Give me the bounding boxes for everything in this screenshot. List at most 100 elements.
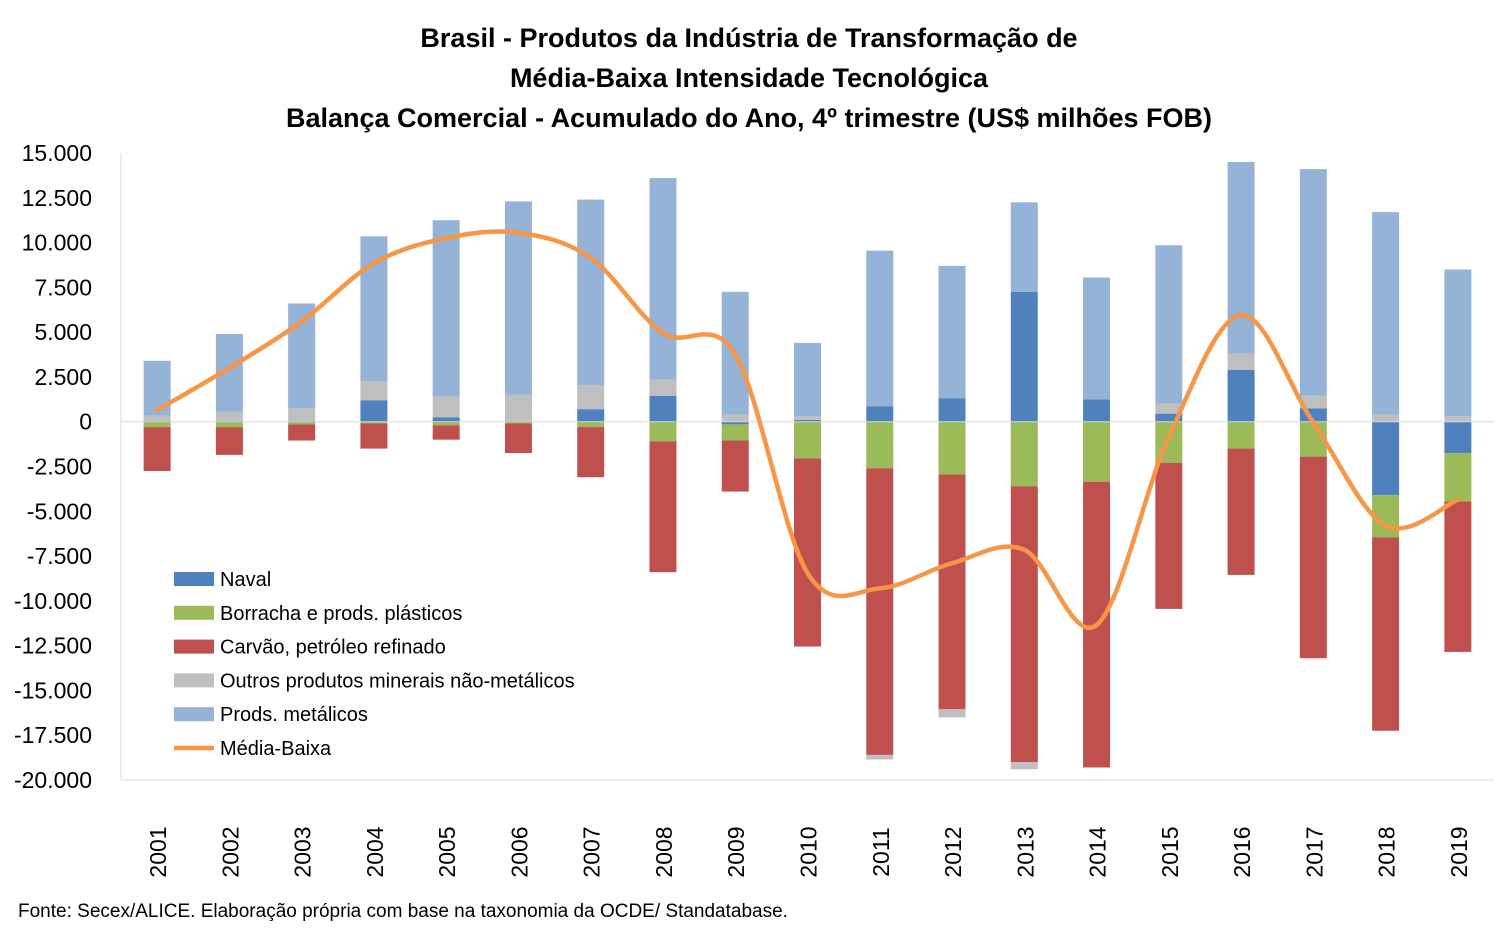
bar-segment-borracha-e-prods-pl-sticos bbox=[1444, 453, 1472, 502]
legend-item: Naval bbox=[174, 569, 271, 591]
legend-label: Borracha e prods. plásticos bbox=[220, 603, 462, 625]
bar-segment-prods-met-licos bbox=[577, 199, 605, 385]
bar-segment-naval bbox=[360, 400, 388, 422]
legend-label: Carvão, petróleo refinado bbox=[220, 637, 446, 659]
legend-swatch bbox=[174, 639, 214, 654]
bar-segment-borracha-e-prods-pl-sticos bbox=[288, 421, 316, 425]
bar-segment-outros-produtos-minerais-n-o-met-licos bbox=[721, 414, 749, 422]
bar-segment-carv-o-petr-leo-refinado bbox=[215, 427, 243, 455]
x-tick-label: 2008 bbox=[651, 826, 677, 877]
x-tick-label: 2004 bbox=[362, 826, 388, 877]
x-tick-label: 2015 bbox=[1157, 826, 1183, 877]
x-tick-label: 2001 bbox=[145, 826, 171, 877]
bar-segment-carv-o-petr-leo-refinado bbox=[1372, 537, 1400, 731]
y-tick-label: -20.000 bbox=[14, 767, 92, 793]
bar-segment-outros-produtos-minerais-n-o-met-licos bbox=[1227, 353, 1255, 370]
bar-segment-borracha-e-prods-pl-sticos bbox=[432, 421, 460, 426]
legend-swatch bbox=[174, 605, 214, 620]
bar-segment-naval bbox=[938, 398, 966, 422]
legend-swatch bbox=[174, 707, 214, 722]
bar-segment-naval bbox=[649, 395, 677, 422]
bar-segment-prods-met-licos bbox=[1372, 212, 1400, 415]
bar-segment-carv-o-petr-leo-refinado bbox=[1227, 448, 1255, 575]
bar-segment-prods-met-licos bbox=[866, 250, 894, 407]
legend-swatch bbox=[174, 572, 214, 586]
x-tick-label: 2019 bbox=[1446, 826, 1472, 877]
bar-segment-naval bbox=[1155, 413, 1183, 422]
chart-title-line-2: Média-Baixa Intensidade Tecnológica bbox=[509, 63, 989, 93]
bar-segment-carv-o-petr-leo-refinado bbox=[432, 425, 460, 440]
y-tick-label: -5.000 bbox=[27, 498, 92, 524]
bar-segment-outros-produtos-minerais-n-o-met-licos bbox=[1299, 395, 1327, 409]
bar-segment-naval bbox=[866, 406, 894, 422]
legend-label: Média-Baixa bbox=[220, 738, 332, 760]
bar-segment-borracha-e-prods-pl-sticos bbox=[143, 421, 171, 428]
y-tick-label: -2.500 bbox=[27, 454, 92, 480]
bar-segment-naval bbox=[1227, 369, 1255, 422]
bar-segment-borracha-e-prods-pl-sticos bbox=[1083, 421, 1111, 482]
bar-segment-naval bbox=[577, 409, 605, 422]
bar-segment-outros-produtos-minerais-n-o-met-licos bbox=[649, 379, 677, 396]
source-note: Fonte: Secex/ALICE. Elaboração própria c… bbox=[18, 901, 788, 922]
bar-segment-carv-o-petr-leo-refinado bbox=[649, 441, 677, 573]
bar-segment-naval bbox=[432, 417, 460, 422]
bar-segment-borracha-e-prods-pl-sticos bbox=[1010, 421, 1038, 487]
bar-segment-naval bbox=[721, 421, 749, 425]
bar-segment-borracha-e-prods-pl-sticos bbox=[577, 421, 605, 428]
bar-segment-naval bbox=[1372, 421, 1400, 496]
bar-segment-borracha-e-prods-pl-sticos bbox=[721, 424, 749, 441]
legend-item: Borracha e prods. plásticos bbox=[174, 603, 462, 625]
bar-segment-outros-produtos-minerais-n-o-met-licos bbox=[938, 709, 966, 718]
y-tick-label: 15.000 bbox=[22, 140, 92, 166]
bar-segment-borracha-e-prods-pl-sticos bbox=[938, 421, 966, 475]
bar-segment-prods-met-licos bbox=[1083, 277, 1111, 400]
bar-segment-naval bbox=[1010, 291, 1038, 422]
y-tick-label: 12.500 bbox=[22, 185, 92, 211]
bar-segment-carv-o-petr-leo-refinado bbox=[1010, 486, 1038, 763]
bar-segment-carv-o-petr-leo-refinado bbox=[288, 424, 316, 441]
y-tick-label: -10.000 bbox=[14, 588, 92, 614]
x-tick-label: 2012 bbox=[940, 826, 966, 877]
bar-segment-prods-met-licos bbox=[649, 178, 677, 380]
legend-item: Prods. metálicos bbox=[174, 704, 368, 726]
bar-segment-prods-met-licos bbox=[1299, 169, 1327, 396]
bar-segment-prods-met-licos bbox=[938, 265, 966, 399]
legend-label: Prods. metálicos bbox=[220, 704, 368, 726]
x-tick-label: 2005 bbox=[434, 826, 460, 877]
bar-segment-outros-produtos-minerais-n-o-met-licos bbox=[143, 415, 171, 421]
bar-segment-outros-produtos-minerais-n-o-met-licos bbox=[360, 381, 388, 401]
bar-segment-carv-o-petr-leo-refinado bbox=[577, 427, 605, 478]
line-media-baixa bbox=[154, 229, 1461, 630]
legend-item: Outros produtos minerais não-metálicos bbox=[174, 670, 575, 692]
y-tick-label: 5.000 bbox=[34, 319, 92, 345]
bar-segment-carv-o-petr-leo-refinado bbox=[1155, 462, 1183, 609]
bar-segment-carv-o-petr-leo-refinado bbox=[360, 423, 388, 449]
x-tick-label: 2007 bbox=[579, 826, 605, 877]
x-tick-label: 2002 bbox=[217, 826, 243, 877]
y-tick-label: -15.000 bbox=[14, 677, 92, 703]
bar-segment-outros-produtos-minerais-n-o-met-licos bbox=[215, 411, 243, 421]
bar-segment-borracha-e-prods-pl-sticos bbox=[794, 421, 821, 459]
bar-segment-prods-met-licos bbox=[1444, 269, 1472, 417]
y-tick-label: 2.500 bbox=[34, 364, 92, 390]
legend-label: Naval bbox=[220, 569, 271, 591]
bar-segment-naval bbox=[1444, 421, 1472, 454]
chart-title: Brasil - Produtos da Indústria de Transf… bbox=[0, 18, 1498, 138]
bar-segment-prods-met-licos bbox=[143, 360, 171, 416]
y-tick-label: -17.500 bbox=[14, 722, 92, 748]
bar-segment-prods-met-licos bbox=[432, 220, 460, 397]
x-tick-label: 2009 bbox=[723, 826, 749, 877]
x-tick-label: 2010 bbox=[796, 826, 822, 877]
bar-segment-outros-produtos-minerais-n-o-met-licos bbox=[1010, 762, 1038, 770]
legend-item: Carvão, petróleo refinado bbox=[174, 637, 446, 659]
bar-segment-carv-o-petr-leo-refinado bbox=[504, 423, 532, 454]
bar-segment-outros-produtos-minerais-n-o-met-licos bbox=[866, 754, 894, 760]
legend: Naval Borracha e prods. plásticos Carvão, … bbox=[174, 569, 575, 760]
bar-segment-carv-o-petr-leo-refinado bbox=[1299, 456, 1327, 659]
bar-segment-carv-o-petr-leo-refinado bbox=[721, 440, 749, 492]
bar-segment-borracha-e-prods-pl-sticos bbox=[360, 421, 388, 424]
y-tick-label: -7.500 bbox=[27, 543, 92, 569]
bar-segment-carv-o-petr-leo-refinado bbox=[938, 474, 966, 710]
x-tick-label: 2013 bbox=[1012, 826, 1038, 877]
